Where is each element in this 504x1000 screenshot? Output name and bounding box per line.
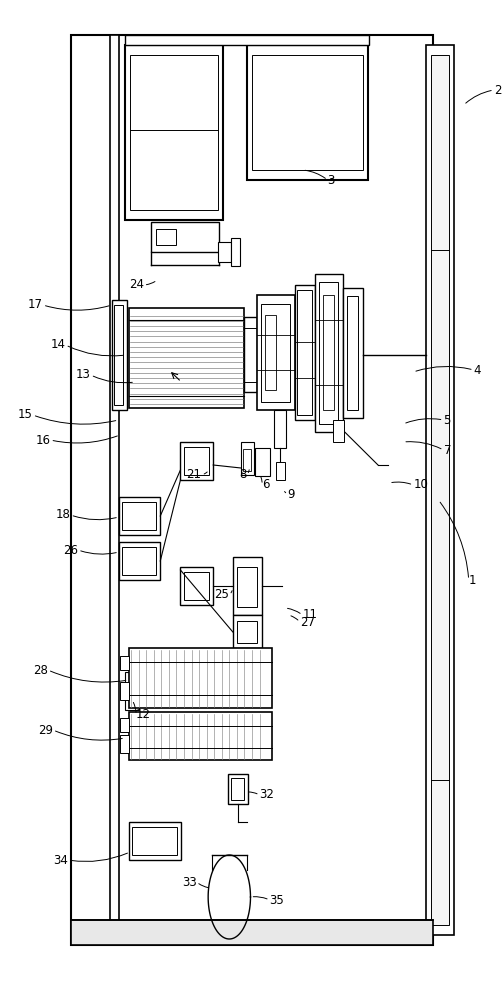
Bar <box>180 442 213 480</box>
Bar <box>120 682 129 700</box>
Bar <box>255 448 270 476</box>
Text: 13: 13 <box>76 368 91 381</box>
Text: 33: 33 <box>182 876 197 888</box>
Bar <box>119 542 160 580</box>
Text: 34: 34 <box>53 854 68 866</box>
Text: 26: 26 <box>63 544 78 556</box>
Text: 27: 27 <box>300 615 315 629</box>
Bar <box>431 55 449 925</box>
Text: 6: 6 <box>262 479 270 491</box>
Text: 14: 14 <box>50 338 66 352</box>
Bar <box>184 447 209 475</box>
Text: 32: 32 <box>260 788 275 802</box>
Text: 3: 3 <box>328 174 335 186</box>
Bar <box>119 497 160 535</box>
Text: 7: 7 <box>444 444 451 456</box>
Bar <box>237 621 257 643</box>
Bar <box>247 45 368 180</box>
Bar <box>228 774 248 804</box>
Text: 16: 16 <box>35 434 50 446</box>
Bar <box>323 295 334 410</box>
Text: 1: 1 <box>469 574 476 586</box>
Text: 5: 5 <box>444 414 451 426</box>
Bar <box>132 827 177 855</box>
Bar <box>265 315 276 390</box>
Bar <box>274 410 286 448</box>
Bar <box>114 305 123 405</box>
Bar <box>252 55 363 170</box>
Text: 15: 15 <box>18 408 33 422</box>
Bar <box>233 615 262 648</box>
Text: 25: 25 <box>214 588 229 601</box>
Bar <box>156 229 176 245</box>
Bar <box>233 557 262 615</box>
Bar <box>129 648 272 708</box>
Bar <box>120 735 129 753</box>
Text: 10: 10 <box>413 479 428 491</box>
Bar <box>231 778 244 800</box>
Bar <box>297 290 312 415</box>
Bar <box>71 920 433 945</box>
Bar <box>184 572 209 600</box>
Bar <box>241 442 254 475</box>
Bar <box>151 222 219 252</box>
Bar <box>112 300 127 410</box>
Text: 21: 21 <box>186 468 202 482</box>
Bar <box>122 547 156 575</box>
Bar <box>319 282 338 424</box>
Bar <box>129 712 272 760</box>
Text: 12: 12 <box>136 708 151 722</box>
Bar <box>71 35 433 945</box>
Bar <box>180 567 213 605</box>
Bar <box>347 296 358 410</box>
Bar <box>110 35 119 945</box>
Bar <box>125 45 223 220</box>
Bar <box>218 242 231 262</box>
Bar <box>426 45 454 935</box>
Text: 18: 18 <box>55 508 71 522</box>
Bar <box>129 308 244 408</box>
Bar <box>244 317 257 392</box>
Text: 11: 11 <box>302 608 318 621</box>
Text: 35: 35 <box>270 894 284 906</box>
Bar <box>122 502 156 530</box>
Bar <box>295 285 315 420</box>
Bar <box>237 567 257 607</box>
Text: 17: 17 <box>28 298 43 312</box>
Bar <box>231 238 240 266</box>
Bar <box>333 420 344 442</box>
Bar <box>129 822 181 860</box>
Text: 2: 2 <box>494 84 501 97</box>
Bar <box>261 304 290 402</box>
Bar <box>243 449 251 471</box>
Bar <box>276 462 285 480</box>
Text: 9: 9 <box>287 488 295 502</box>
Text: 29: 29 <box>38 724 53 736</box>
Bar <box>257 295 295 410</box>
Text: 8: 8 <box>239 468 247 482</box>
Bar <box>130 55 218 210</box>
Bar <box>120 718 129 732</box>
Text: 24: 24 <box>129 278 144 292</box>
Bar <box>343 288 363 418</box>
Bar <box>125 672 139 710</box>
Bar <box>120 656 129 670</box>
Text: 28: 28 <box>33 664 48 676</box>
Bar <box>315 274 343 432</box>
Text: 4: 4 <box>474 363 481 376</box>
Bar <box>125 35 369 45</box>
